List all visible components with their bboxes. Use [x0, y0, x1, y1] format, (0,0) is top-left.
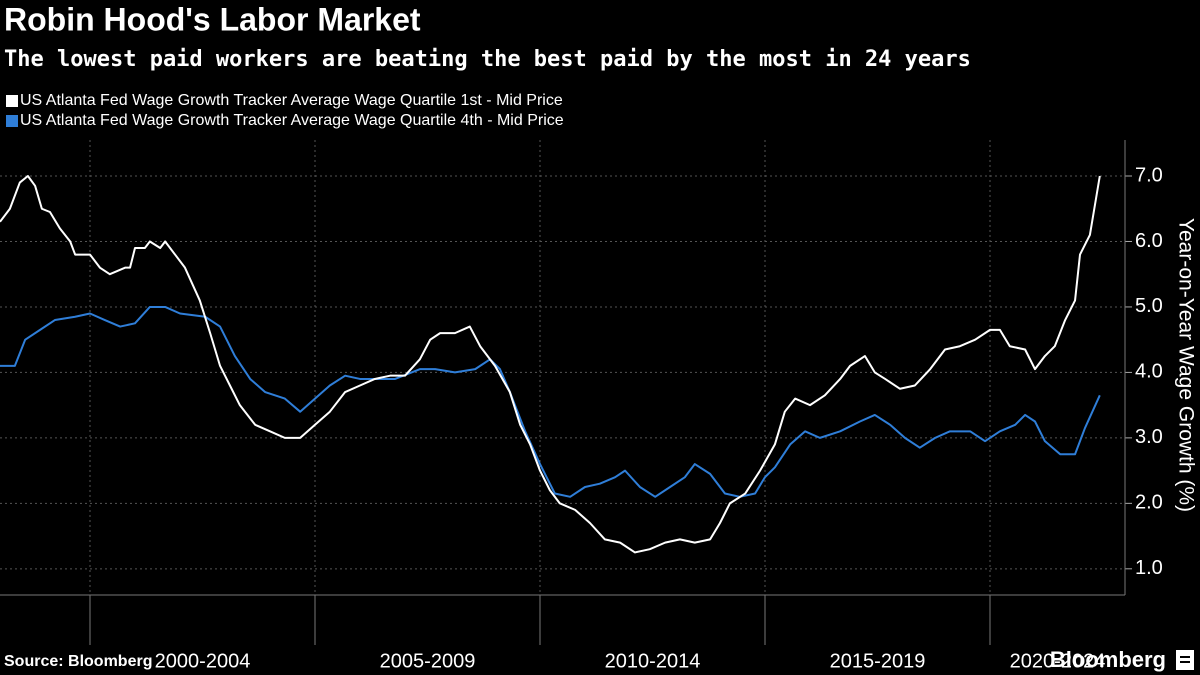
y-tick-label: 6.0	[1135, 230, 1163, 252]
series-line	[0, 175, 1101, 554]
x-tick-label: 2005-2009	[380, 650, 476, 672]
chart-subtitle: The lowest paid workers are beating the …	[4, 47, 971, 72]
brand-icon-line	[1180, 661, 1190, 663]
legend-swatch	[6, 95, 18, 107]
brand-icon-line	[1180, 656, 1190, 658]
brand-icon	[1176, 650, 1194, 670]
y-tick-label: 7.0	[1135, 164, 1163, 186]
x-tick-label: 2010-2014	[605, 650, 701, 672]
series-line	[0, 305, 1101, 498]
brand: Bloomberg	[1050, 647, 1166, 672]
x-tick-label: 2015-2019	[830, 650, 926, 672]
y-tick-label: 1.0	[1135, 557, 1163, 579]
legend-swatch	[6, 115, 18, 127]
x-tick-label: 2000-2004	[155, 650, 251, 672]
x-tick-label: 2020-2024	[1010, 650, 1106, 672]
chart-title: Robin Hood's Labor Market	[4, 1, 421, 37]
legend-label: US Atlanta Fed Wage Growth Tracker Avera…	[20, 112, 564, 129]
y-tick-label: 3.0	[1135, 426, 1163, 448]
y-tick-label: 5.0	[1135, 295, 1163, 317]
source: Source: Bloomberg	[4, 653, 152, 670]
legend-label: US Atlanta Fed Wage Growth Tracker Avera…	[20, 92, 563, 109]
y-axis-label: Year-on-Year Wage Growth (%)	[1174, 218, 1197, 512]
y-tick-label: 4.0	[1135, 361, 1163, 383]
y-tick-label: 2.0	[1135, 492, 1163, 514]
